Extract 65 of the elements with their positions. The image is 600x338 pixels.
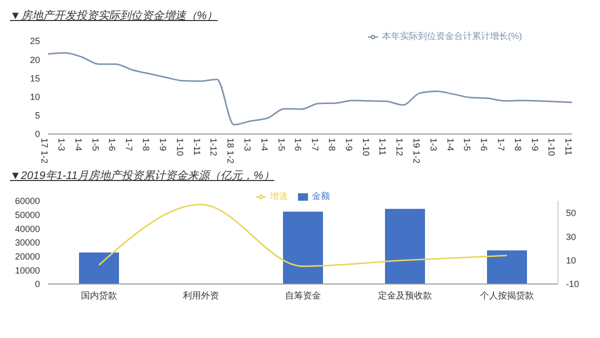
chart-title: ▼房地产开发投资实际到位资金增速（%） — [9, 8, 219, 24]
x-tick-label: 19 1-2 — [411, 138, 422, 164]
x-tick-label: 1-7 — [124, 138, 134, 152]
x-tick-label: 1-9 — [158, 138, 168, 152]
bar — [385, 208, 425, 284]
y-tick-label: 50000 — [14, 210, 40, 220]
x-tick-label: 1-6 — [293, 138, 304, 152]
y2-tick-label: 50 — [566, 208, 576, 218]
y2-tick-label: 10 — [566, 255, 576, 266]
x-tick-label: 1-6 — [107, 138, 118, 152]
x-tick-label: 利用外资 — [183, 290, 219, 300]
bar — [79, 252, 119, 284]
x-tick-label: 1-9 — [530, 138, 540, 152]
x-tick-label: 1-11 — [192, 138, 202, 156]
x-tick-label: 1-10 — [546, 138, 557, 156]
x-tick-label: 1-3 — [242, 138, 252, 152]
x-tick-label: 1-9 — [344, 138, 354, 152]
y-tick-label: 10 — [30, 92, 40, 102]
legend-label: 本年实际到位资金合计累计增长(%) — [382, 31, 522, 41]
y2-tick-label: 30 — [566, 232, 576, 242]
y-tick-label: 40000 — [14, 224, 40, 234]
x-tick-label: 1-5 — [276, 138, 286, 152]
legend-label: 金额 — [312, 191, 330, 201]
y-tick-label: 20 — [30, 54, 40, 65]
x-tick-label: 1-10 — [360, 138, 371, 156]
bar — [283, 212, 323, 284]
y-tick-label: 5 — [34, 110, 40, 121]
y-tick-label: 10000 — [14, 265, 40, 276]
x-tick-label: 国内贷款 — [81, 290, 117, 300]
x-tick-label: 1-8 — [512, 138, 523, 152]
x-tick-label: 1-4 — [73, 138, 84, 152]
y-tick-label: 15 — [30, 73, 40, 84]
x-tick-label: 1-7 — [310, 138, 320, 152]
x-tick-label: 定金及预收款 — [378, 290, 432, 300]
x-tick-label: 1-5 — [90, 138, 100, 152]
x-tick-label: 1-12 — [208, 138, 219, 156]
x-tick-label: 18 1-2 — [226, 138, 236, 164]
line-series — [47, 52, 573, 126]
x-tick-label: 1-8 — [326, 138, 337, 152]
x-tick-label: 1-7 — [496, 138, 506, 152]
x-tick-label: 1-4 — [445, 138, 456, 152]
y-tick-label: 20000 — [14, 252, 40, 262]
x-tick-label: 1-12 — [394, 138, 405, 156]
x-tick-label: 1-3 — [56, 138, 67, 152]
y-tick-label: 25 — [30, 36, 40, 46]
y-tick-label: 0 — [34, 279, 40, 290]
x-tick-label: 1-10 — [174, 138, 185, 156]
y-tick-label: 60000 — [14, 196, 40, 206]
x-tick-label: 个人按揭贷款 — [480, 290, 534, 300]
chart-title: ▼2019年1-11月房地产投资累计资金来源（亿元，%） — [9, 168, 276, 184]
y2-tick-label: -10 — [566, 279, 580, 290]
legend-label: 增速 — [270, 191, 288, 201]
bar — [487, 250, 527, 284]
x-tick-label: 自筹资金 — [285, 290, 321, 300]
x-tick-label: 1-11 — [564, 138, 574, 156]
x-tick-label: 1-3 — [428, 138, 438, 152]
line-series — [98, 204, 508, 267]
x-tick-label: 1-4 — [259, 138, 270, 152]
x-tick-label: 1-5 — [462, 138, 472, 152]
x-tick-label: 17 1-2 — [40, 138, 50, 164]
x-tick-label: 1-6 — [479, 138, 490, 152]
y-tick-label: 0 — [34, 129, 40, 140]
x-tick-label: 1-8 — [141, 138, 152, 152]
y-tick-label: 30000 — [14, 238, 40, 248]
x-tick-label: 1-11 — [378, 138, 388, 156]
